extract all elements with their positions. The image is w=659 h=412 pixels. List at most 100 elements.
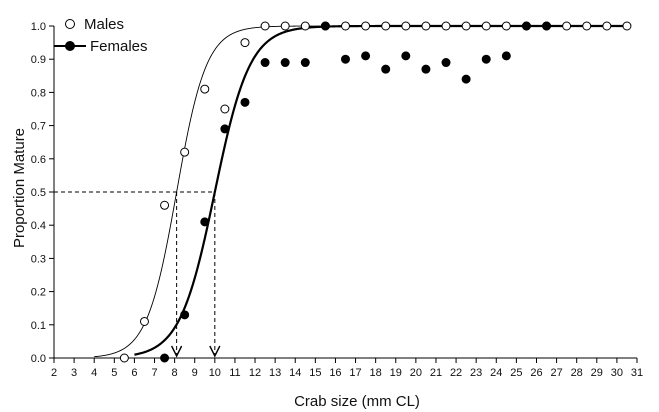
y-tick-label: 1.0: [31, 21, 46, 33]
x-tick-label: 5: [111, 367, 117, 379]
y-tick-label: 0.2: [31, 287, 46, 299]
x-tick-label: 19: [390, 367, 402, 379]
x-tick-label: 10: [209, 367, 221, 379]
female-point: [501, 51, 511, 61]
legend-female-marker: [65, 41, 75, 51]
x-tick-label: 27: [550, 367, 562, 379]
reference-lines: [54, 191, 221, 358]
male-point: [240, 38, 250, 48]
female-point: [441, 58, 451, 68]
female-point: [220, 124, 230, 134]
axes: 2 3 4 5 6 7 8 9 10 11 12 13 14 15 16 17 18 19 20 21 22 23 24 25…: [31, 21, 643, 379]
y-tick-label: 0.4: [31, 220, 46, 232]
fitted-curves: [94, 24, 627, 358]
female-point: [320, 21, 330, 31]
y-tick-label: 0.8: [31, 87, 46, 99]
x-tick-label: 15: [309, 367, 321, 379]
x-axis-title: Crab size (mm CL): [294, 393, 420, 410]
x-tick-label: 17: [349, 367, 361, 379]
y-tick-label: 0.1: [31, 320, 46, 332]
legend-label-females: Females: [90, 38, 148, 55]
x-tick-label: 3: [71, 367, 77, 379]
x-tick-label: 11: [229, 367, 240, 379]
male-point: [461, 21, 471, 31]
x-tick-label: 31: [631, 367, 643, 379]
female-point: [341, 54, 350, 64]
female-point: [361, 51, 371, 61]
reference-arrow: [209, 345, 221, 358]
x-tick-label: 2: [51, 367, 57, 379]
legend: Males Females: [54, 16, 148, 55]
male-point: [200, 84, 210, 94]
x-tick-label: 9: [192, 367, 198, 379]
female-point: [160, 353, 170, 363]
female-point: [481, 54, 491, 64]
female-point: [200, 217, 210, 227]
curve-males: [94, 25, 627, 358]
female-point: [381, 64, 391, 74]
x-tick-label: 22: [450, 367, 462, 379]
female-point: [180, 310, 190, 320]
x-tick-label: 28: [571, 367, 583, 379]
male-point: [139, 316, 149, 326]
female-point: [461, 74, 471, 84]
curve-females: [134, 24, 627, 356]
male-point: [481, 21, 491, 31]
y-tick-label: 0.3: [31, 253, 46, 265]
female-point: [521, 21, 531, 31]
male-point: [421, 21, 431, 31]
x-tick-label: 4: [91, 367, 97, 379]
x-tick-label: 13: [269, 367, 281, 379]
x-tick-label: 7: [151, 367, 157, 379]
x-tick-label: 25: [510, 367, 522, 379]
legend-male-marker: [65, 19, 75, 29]
male-point: [501, 21, 511, 31]
male-point: [280, 21, 290, 31]
male-point: [562, 21, 572, 31]
y-tick-label: 0.9: [31, 54, 46, 66]
x-tick-label: 20: [410, 367, 422, 379]
male-point: [622, 21, 632, 31]
x-tick-label: 26: [530, 367, 542, 379]
x-tick-label: 24: [490, 367, 502, 379]
male-point: [119, 353, 129, 363]
y-tick-label: 0.6: [31, 154, 46, 166]
reference-arrow: [171, 345, 183, 358]
male-point: [160, 200, 170, 210]
x-tick-label: 12: [249, 367, 261, 379]
x-tick-label: 16: [329, 367, 341, 379]
female-point: [300, 58, 310, 68]
x-tick-label: 6: [131, 367, 137, 379]
x-tick-label: 18: [370, 367, 382, 379]
female-point: [542, 21, 552, 31]
female-point: [421, 64, 431, 74]
female-point: [240, 97, 250, 107]
male-point: [361, 21, 371, 31]
male-point: [441, 21, 451, 31]
male-point: [300, 21, 310, 31]
x-tick-label: 29: [591, 367, 603, 379]
male-point: [582, 21, 592, 31]
x-tick-label: 30: [611, 367, 623, 379]
legend-label-males: Males: [84, 16, 124, 33]
male-point: [401, 21, 411, 31]
y-tick-label: 0.5: [31, 187, 46, 199]
data-points: [119, 21, 632, 363]
x-tick-label: 14: [289, 367, 301, 379]
male-point: [341, 21, 350, 31]
x-tick-label: 21: [430, 367, 442, 379]
y-tick-label: 0.7: [31, 121, 46, 133]
male-point: [260, 21, 270, 31]
female-point: [401, 51, 411, 61]
male-point: [180, 147, 190, 157]
y-axis-title: Proportion Mature: [11, 128, 28, 248]
male-point: [220, 104, 230, 114]
x-tick-label: 8: [172, 367, 178, 379]
x-tick-label: 23: [470, 367, 482, 379]
female-point: [260, 58, 270, 68]
y-tick-label: 0.0: [31, 353, 46, 365]
male-point: [381, 21, 391, 31]
male-point: [602, 21, 612, 31]
female-point: [280, 58, 290, 68]
